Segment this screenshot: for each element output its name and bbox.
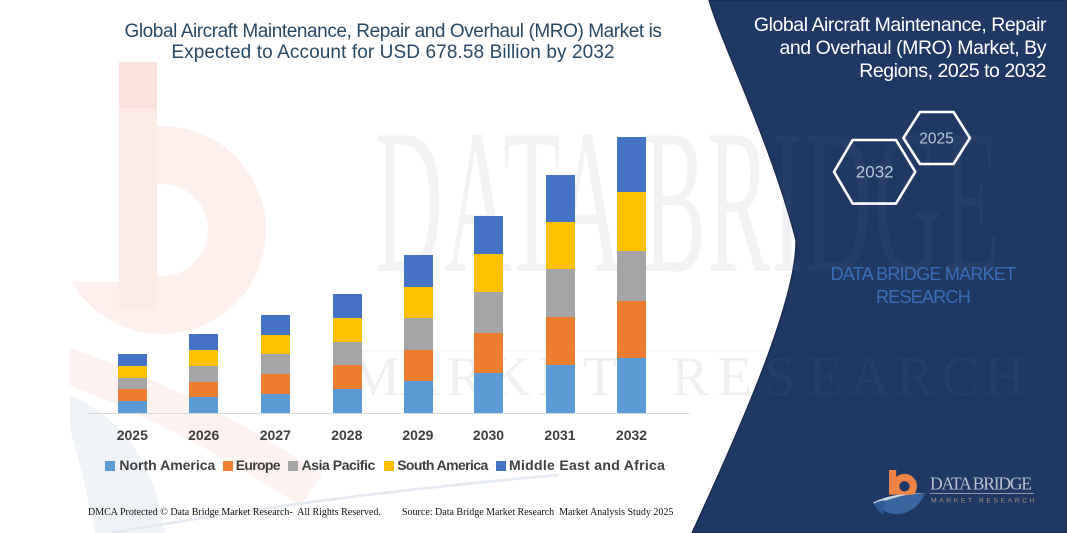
svg-text:R: R [896,346,934,408]
svg-text:R: R [671,346,709,408]
svg-text:H: H [985,346,1025,408]
svg-text:2025: 2025 [919,131,953,148]
svg-text:E: E [808,346,842,408]
svg-text:E: E [718,346,752,408]
svg-text:S: S [764,346,795,408]
svg-text:A: A [850,346,891,408]
svg-text:MARKET RESEARCH: MARKET RESEARCH [931,497,1037,504]
svg-text:R: R [671,346,709,408]
svg-text:2032: 2032 [856,163,894,182]
svg-text:E: E [718,346,752,408]
svg-text:DATA BRIDGE: DATA BRIDGE [930,473,1032,493]
svg-text:C: C [941,346,978,408]
svg-text:T: T [583,346,617,408]
